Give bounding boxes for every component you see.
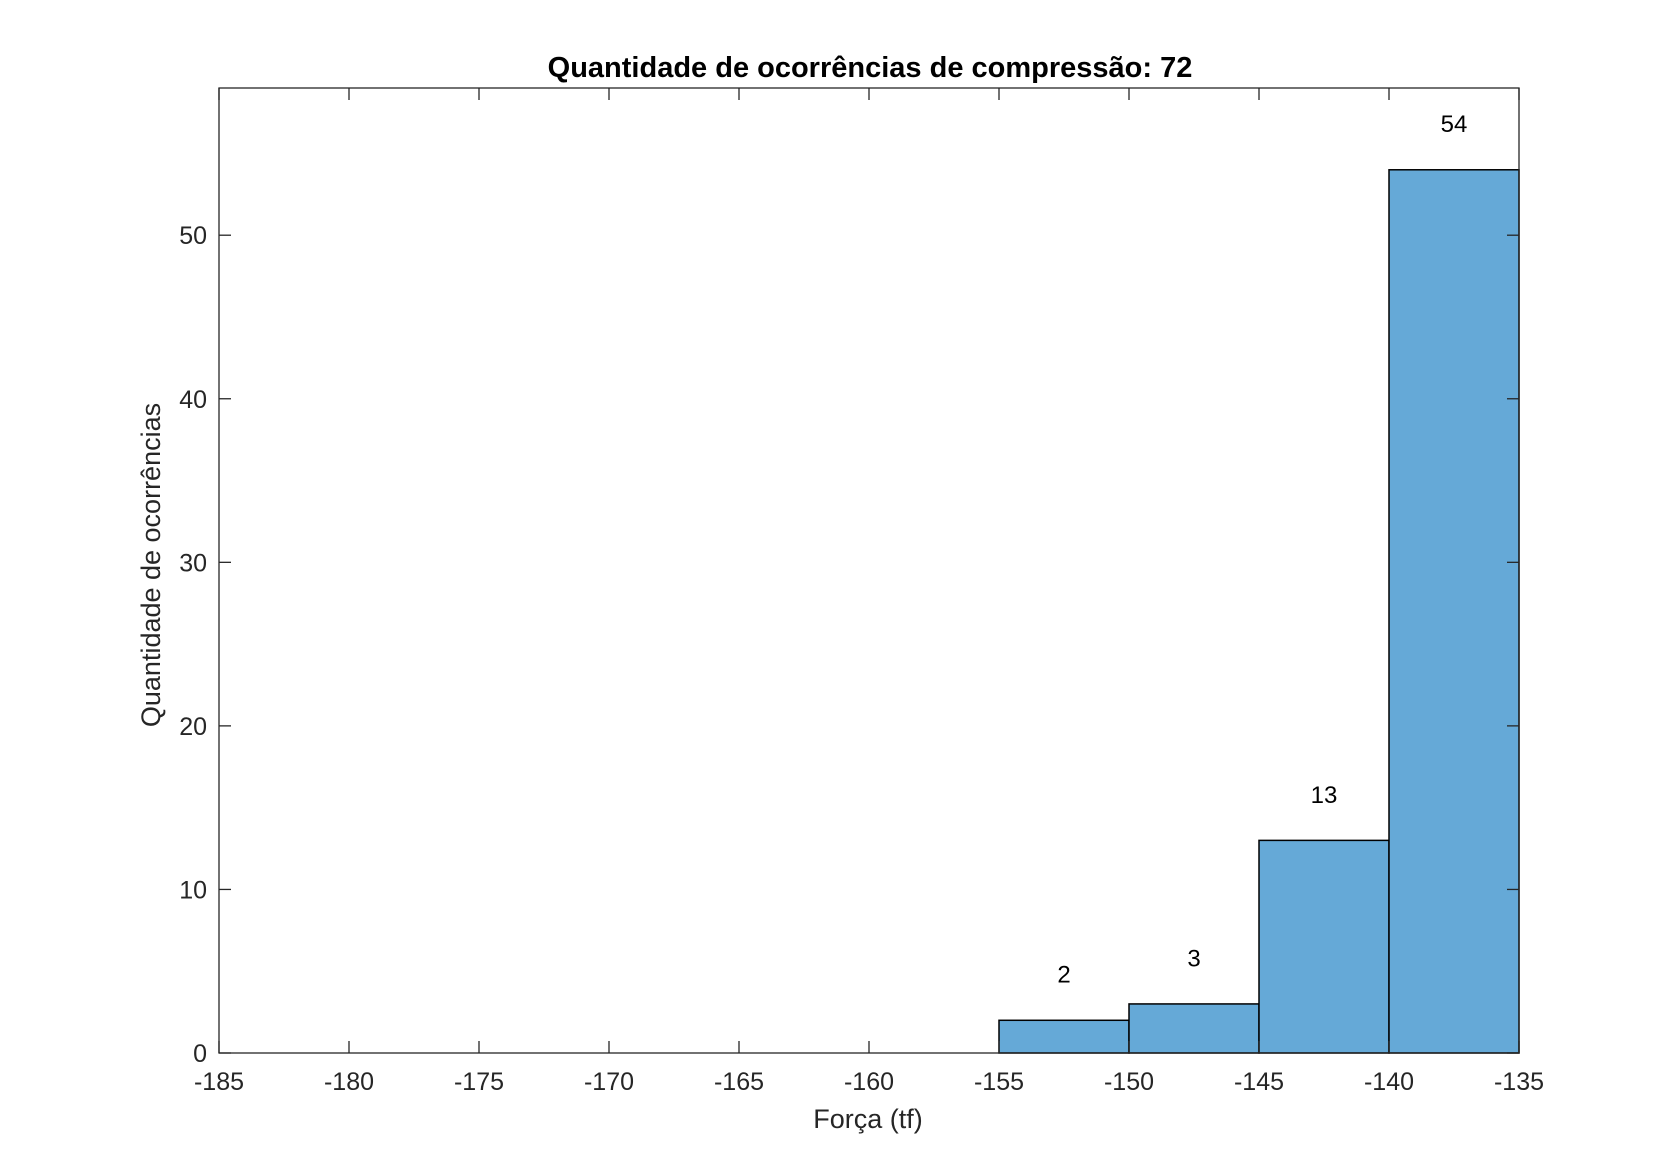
bar-value-label: 2 bbox=[1057, 962, 1070, 989]
x-tick-label: -150 bbox=[1104, 1068, 1154, 1096]
histogram-bar bbox=[1388, 169, 1520, 1054]
x-axis-label: Força (tf) bbox=[813, 1104, 923, 1134]
histogram-bar bbox=[998, 1019, 1130, 1054]
x-tick-label: -160 bbox=[844, 1068, 894, 1096]
bars-group bbox=[998, 169, 1520, 1054]
chart-title: Quantidade de ocorrências de compressão:… bbox=[548, 52, 1193, 84]
x-tick-label: -185 bbox=[194, 1068, 244, 1096]
axes-group: -185 -180 -175 -170 -165 -160 -155 -150 -145 -140… bbox=[179, 87, 1544, 1096]
bar-value-label: 13 bbox=[1311, 782, 1338, 809]
x-tick-label: -145 bbox=[1234, 1068, 1284, 1096]
x-tick-label: -135 bbox=[1494, 1068, 1544, 1096]
y-tick-label: 20 bbox=[179, 713, 207, 741]
x-tick-label: -170 bbox=[584, 1068, 634, 1096]
x-tick-label: -180 bbox=[324, 1068, 374, 1096]
x-tick-label: -165 bbox=[714, 1068, 764, 1096]
histogram-bar bbox=[1128, 1003, 1260, 1054]
y-tick-label: 50 bbox=[179, 222, 207, 250]
x-tick-label: -140 bbox=[1364, 1068, 1414, 1096]
bar-value-label: 3 bbox=[1187, 945, 1200, 972]
x-tick-label: -155 bbox=[974, 1068, 1024, 1096]
y-tick-label: 0 bbox=[193, 1040, 207, 1068]
histogram-bar bbox=[1258, 839, 1390, 1054]
y-tick-label: 10 bbox=[179, 876, 207, 904]
y-tick-label: 30 bbox=[179, 549, 207, 577]
y-axis-label: Quantidade de ocorrências bbox=[136, 403, 166, 727]
x-tick-label: -175 bbox=[454, 1068, 504, 1096]
data-labels-group: 2 3 13 54 bbox=[1057, 111, 1467, 989]
y-tick-label: 40 bbox=[179, 386, 207, 414]
bar-value-label: 54 bbox=[1441, 111, 1468, 138]
